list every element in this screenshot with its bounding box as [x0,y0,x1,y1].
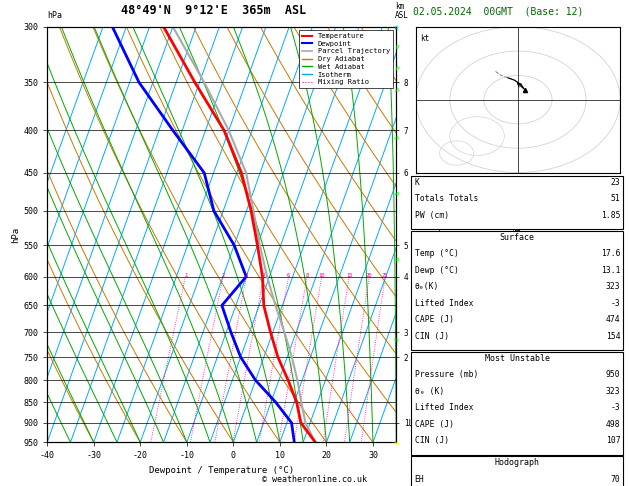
Text: 02.05.2024  00GMT  (Base: 12): 02.05.2024 00GMT (Base: 12) [413,6,584,17]
Text: 23: 23 [610,178,620,187]
Text: 17.6: 17.6 [601,249,620,259]
Text: ⊳: ⊳ [392,132,400,142]
Text: Lifted Index: Lifted Index [415,403,473,413]
Text: ⊳: ⊳ [392,437,400,447]
Text: 107: 107 [606,436,620,446]
Text: K: K [415,178,420,187]
Text: kt: kt [420,34,429,43]
Text: ⊳: ⊳ [391,62,401,71]
Text: Pressure (mb): Pressure (mb) [415,370,478,380]
Text: ⊳: ⊳ [394,254,399,262]
Text: Temp (°C): Temp (°C) [415,249,459,259]
Legend: Temperature, Dewpoint, Parcel Trajectory, Dry Adiabat, Wet Adiabat, Isotherm, Mi: Temperature, Dewpoint, Parcel Trajectory… [299,30,392,88]
Text: 48°49'N  9°12'E  365m  ASL: 48°49'N 9°12'E 365m ASL [121,3,306,17]
Text: 2: 2 [221,273,225,278]
Text: 474: 474 [606,315,620,325]
Text: Most Unstable: Most Unstable [485,354,550,363]
Text: CIN (J): CIN (J) [415,436,448,446]
Text: 3: 3 [245,273,248,278]
Text: hPa: hPa [47,11,62,20]
Text: ⊳: ⊳ [391,23,401,30]
Text: 323: 323 [606,282,620,292]
Y-axis label: hPa: hPa [11,226,20,243]
Y-axis label: km
ASL: km ASL [424,227,443,242]
Text: Dewp (°C): Dewp (°C) [415,266,459,275]
Text: 10: 10 [318,273,325,278]
Text: Mixing Ratio (g/kg): Mixing Ratio (g/kg) [514,191,523,278]
Text: 25: 25 [382,273,389,278]
Text: 8: 8 [306,273,309,278]
Text: θₑ (K): θₑ (K) [415,387,444,396]
Text: ⊳: ⊳ [392,84,401,94]
Text: -3: -3 [610,403,620,413]
Text: 1.85: 1.85 [601,211,620,220]
Text: -3: -3 [610,299,620,308]
Text: km
ASL: km ASL [395,2,409,20]
Text: 498: 498 [606,420,620,429]
Text: CAPE (J): CAPE (J) [415,420,454,429]
Text: ⊳: ⊳ [393,334,399,344]
Text: ⊳: ⊳ [393,188,399,197]
Text: 323: 323 [606,387,620,396]
Text: 15: 15 [346,273,352,278]
Text: Surface: Surface [500,233,535,242]
Text: PW (cm): PW (cm) [415,211,448,220]
Text: ⊳: ⊳ [391,42,401,50]
Text: 950: 950 [606,370,620,380]
Text: 13.1: 13.1 [601,266,620,275]
Text: 1: 1 [184,273,187,278]
Text: Hodograph: Hodograph [495,458,540,468]
X-axis label: Dewpoint / Temperature (°C): Dewpoint / Temperature (°C) [149,466,294,475]
Text: EH: EH [415,475,425,484]
Text: CIN (J): CIN (J) [415,332,448,341]
Text: 6: 6 [287,273,290,278]
Text: 154: 154 [606,332,620,341]
Text: 20: 20 [366,273,372,278]
Text: θₑ(K): θₑ(K) [415,282,439,292]
Text: 70: 70 [610,475,620,484]
Text: Totals Totals: Totals Totals [415,194,478,204]
Text: Lifted Index: Lifted Index [415,299,473,308]
Text: 4: 4 [262,273,265,278]
Text: 51: 51 [610,194,620,204]
Text: © weatheronline.co.uk: © weatheronline.co.uk [262,474,367,484]
Text: CAPE (J): CAPE (J) [415,315,454,325]
